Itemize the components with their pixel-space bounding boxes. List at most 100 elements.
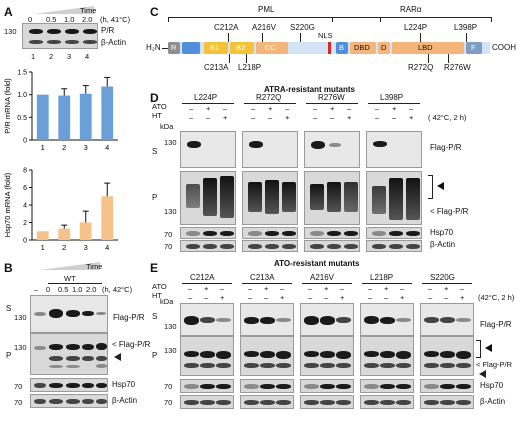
panel-e-bracket [480, 340, 481, 358]
pml-bracket [168, 17, 380, 18]
panel-e-ht-sign-3-2: + [400, 293, 405, 302]
band [304, 351, 319, 357]
panel-e-ato-sign-3-0: – [368, 284, 373, 293]
band [184, 315, 199, 325]
panel-d-ato-sign-0-0: – [189, 104, 194, 113]
mut-r276w-bottom: R276W [444, 63, 471, 72]
band [406, 244, 420, 249]
y-tick-label: 0.5 [17, 115, 27, 122]
panel-e-p-blot-1 [240, 336, 294, 376]
panel-e-ht-label: HT [152, 291, 162, 300]
panel-d-mw-s: 130 [164, 138, 177, 147]
panel-d-ato-sign-1-2: – [285, 104, 290, 113]
band [396, 318, 411, 322]
band [396, 400, 411, 405]
mut-s220g-top: S220G [290, 23, 315, 32]
panel-e-ato-sign-4-1: + [444, 284, 449, 293]
band [440, 351, 455, 358]
band [260, 400, 275, 405]
panel-d-ato-sign-3-1: + [392, 104, 397, 113]
panel-a-time-0: 0 [28, 15, 33, 24]
band [304, 384, 319, 389]
x-tick-label: 4 [105, 143, 109, 152]
panel-d-mw-p: 130 [164, 207, 177, 216]
panel-a-time-unit: (h, 41°C) [100, 15, 131, 24]
band [276, 318, 291, 322]
panel-d-ato-sign-2-1: + [330, 104, 335, 113]
panel-d-mutant-0: L224P [194, 93, 218, 102]
panel-e-kda: kDa [160, 297, 174, 306]
panel-d-ato-sign-2-0: – [313, 104, 318, 113]
panel-d-ato-sign-1-1: + [268, 104, 273, 113]
panel-d-mutant-1: R272Q [256, 93, 282, 102]
band [364, 400, 379, 405]
panel-d-ato-sign-0-1: + [206, 104, 211, 113]
panel-b-time-1: 1.0 [72, 285, 83, 294]
panel-e-ht-sign-1-1: – [264, 293, 269, 302]
panel-d-ht-sign-1-1: – [268, 113, 273, 122]
band [216, 351, 231, 359]
panel-a-time-wedge [34, 6, 94, 14]
band [380, 316, 395, 324]
domain-r-blue [182, 42, 200, 54]
band [184, 351, 199, 357]
band [200, 363, 215, 368]
mut-l218p-bottom: L218P [238, 63, 262, 72]
panel-d-s-l224p [180, 131, 236, 168]
x-tick-label: 1 [41, 243, 45, 252]
band [184, 400, 199, 405]
panel-a-label-actin: β-Actin [101, 38, 127, 47]
band [248, 244, 262, 249]
bar-2 [58, 95, 71, 140]
panel-b-p-label: P [6, 351, 12, 360]
panel-d-ht-sign-2-2: + [347, 113, 352, 122]
panel-d-mutant-line-0 [182, 103, 234, 104]
band [440, 317, 455, 323]
band [276, 384, 291, 389]
y-axis-label: P/R mRNA (fold) [3, 78, 12, 134]
cterm-label: COOH [492, 43, 516, 52]
panel-e-s-blot-3 [360, 303, 414, 336]
x-tick-label: 4 [105, 243, 109, 252]
panel-e-ato-sign-3-1: + [384, 284, 389, 293]
x-tick-label: 3 [84, 143, 88, 152]
panel-e-label-actin: β-Actin [480, 397, 506, 406]
band [327, 231, 341, 236]
nls-marker [328, 42, 331, 54]
y-tick-label: 0 [23, 138, 27, 145]
mut-a216v-top: A216V [252, 23, 277, 32]
panel-b-blot-hsp70 [30, 378, 108, 392]
band [216, 318, 231, 322]
panel-d-ht-sign-3-0: – [375, 113, 380, 122]
band [304, 363, 319, 368]
band [244, 400, 259, 405]
y-tick-label: 1.0 [17, 92, 27, 99]
band [184, 363, 199, 368]
panel-a-time-1: 1.0 [64, 15, 75, 24]
panel-d-ato-sign-2-2: – [347, 104, 352, 113]
band [424, 363, 439, 368]
panel-d-hsp70-blot-3 [366, 227, 422, 239]
panel-d-mutant-line-1 [244, 103, 296, 104]
panel-c-letter: C [150, 5, 159, 19]
panel-e-ato-sign-4-0: – [428, 284, 433, 293]
band [265, 231, 279, 236]
band [216, 384, 231, 389]
band [456, 363, 471, 368]
panel-d-ato-sign-3-2: – [409, 104, 414, 113]
panel-d-cond: ( 42°C, 2 h) [428, 113, 467, 122]
panel-e-mutant-line-3 [362, 283, 412, 284]
panel-d-mutant-line-2 [306, 103, 358, 104]
panel-d-mw-70-a: 70 [164, 230, 173, 239]
panel-b-label-actin: β-Actin [112, 396, 138, 405]
panel-e-hsp70-blot-1 [240, 379, 294, 393]
panel-e-mutant-line-0 [182, 283, 232, 284]
band [364, 363, 379, 368]
nls-label: NLS [318, 31, 333, 40]
panel-e-ato-sign-1-0: – [248, 284, 253, 293]
panel-a-lane-4: 4 [85, 52, 90, 61]
domain-lbd: LBD [392, 42, 464, 54]
panel-b-wt-label: WT [64, 274, 76, 283]
band [244, 384, 259, 389]
band [424, 384, 439, 389]
